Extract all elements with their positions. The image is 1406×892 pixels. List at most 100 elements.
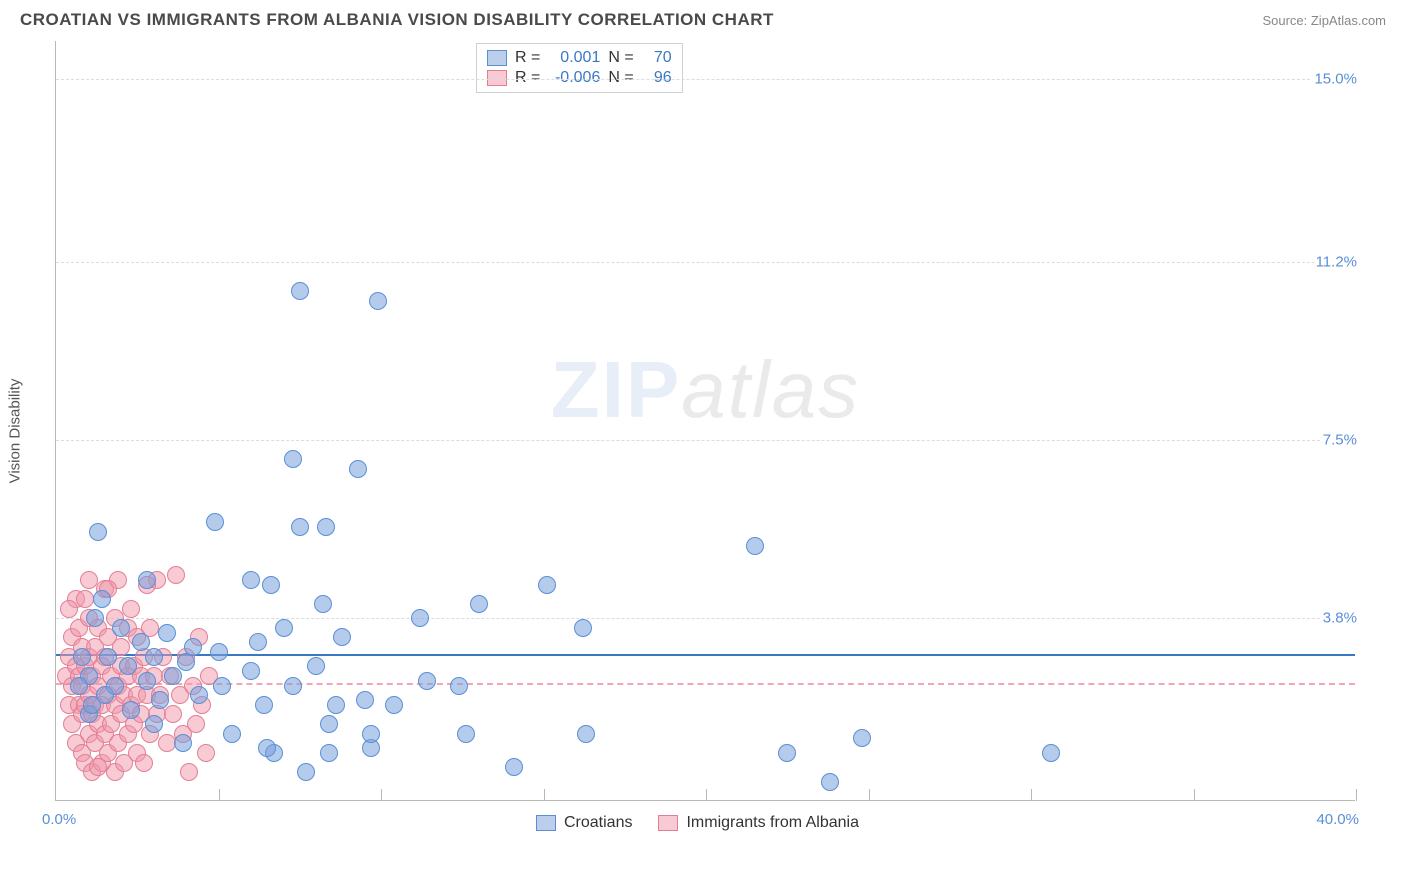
- legend-swatch: [487, 50, 507, 66]
- data-point: [577, 725, 595, 743]
- legend-n-value: 96: [642, 69, 672, 87]
- data-point: [385, 696, 403, 714]
- data-point: [457, 725, 475, 743]
- plot-region: ZIPatlas R =0.001N =70R =-0.006N =96 Cro…: [55, 41, 1355, 801]
- data-point: [320, 715, 338, 733]
- data-point: [145, 648, 163, 666]
- data-point: [184, 638, 202, 656]
- data-point: [746, 537, 764, 555]
- data-point: [213, 677, 231, 695]
- data-point: [349, 460, 367, 478]
- data-point: [258, 739, 276, 757]
- data-point: [86, 609, 104, 627]
- legend-item: Immigrants from Albania: [658, 814, 859, 832]
- data-point: [223, 725, 241, 743]
- legend-series-label: Croatians: [564, 814, 632, 831]
- y-axis-title: Vision Disability: [7, 379, 24, 484]
- legend-r-value: -0.006: [548, 69, 600, 87]
- trend-line: [56, 654, 1355, 656]
- series-legend: Croatians Immigrants from Albania: [536, 814, 859, 832]
- legend-n-label: N =: [608, 49, 633, 67]
- legend-r-label: R =: [515, 69, 540, 87]
- data-point: [242, 571, 260, 589]
- legend-series-label: Immigrants from Albania: [686, 814, 859, 831]
- data-point: [99, 648, 117, 666]
- data-point: [307, 657, 325, 675]
- data-point: [197, 744, 215, 762]
- data-point: [255, 696, 273, 714]
- data-point: [369, 292, 387, 310]
- data-point: [317, 518, 335, 536]
- data-point: [70, 677, 88, 695]
- data-point: [853, 729, 871, 747]
- data-point: [89, 758, 107, 776]
- data-point: [1042, 744, 1060, 762]
- data-point: [83, 696, 101, 714]
- data-point: [89, 523, 107, 541]
- data-point: [411, 609, 429, 627]
- data-point: [164, 705, 182, 723]
- gridline: [56, 79, 1355, 80]
- x-axis-tick: [381, 789, 382, 801]
- legend-row: R =-0.006N =96: [487, 68, 672, 88]
- data-point: [450, 677, 468, 695]
- y-axis-tick-label: 15.0%: [1312, 71, 1359, 88]
- x-axis-tick: [869, 789, 870, 801]
- data-point: [158, 624, 176, 642]
- data-point: [821, 773, 839, 791]
- data-point: [145, 715, 163, 733]
- data-point: [106, 677, 124, 695]
- legend-r-label: R =: [515, 49, 540, 67]
- data-point: [284, 450, 302, 468]
- data-point: [314, 595, 332, 613]
- data-point: [190, 686, 208, 704]
- x-axis-min-label: 0.0%: [42, 811, 76, 828]
- legend-swatch: [487, 70, 507, 86]
- correlation-legend: R =0.001N =70R =-0.006N =96: [476, 43, 683, 93]
- data-point: [174, 734, 192, 752]
- data-point: [505, 758, 523, 776]
- data-point: [138, 571, 156, 589]
- data-point: [327, 696, 345, 714]
- data-point: [574, 619, 592, 637]
- data-point: [164, 667, 182, 685]
- x-axis-max-label: 40.0%: [1316, 811, 1359, 828]
- data-point: [418, 672, 436, 690]
- x-axis-tick: [1194, 789, 1195, 801]
- data-point: [93, 590, 111, 608]
- data-point: [362, 725, 380, 743]
- watermark: ZIPatlas: [551, 344, 860, 436]
- data-point: [206, 513, 224, 531]
- gridline: [56, 262, 1355, 263]
- data-point: [138, 672, 156, 690]
- data-point: [187, 715, 205, 733]
- legend-swatch: [536, 815, 556, 831]
- data-point: [538, 576, 556, 594]
- data-point: [122, 701, 140, 719]
- data-point: [167, 566, 185, 584]
- y-axis-tick-label: 7.5%: [1321, 432, 1359, 449]
- data-point: [356, 691, 374, 709]
- legend-swatch: [658, 815, 678, 831]
- legend-item: Croatians: [536, 814, 632, 832]
- data-point: [242, 662, 260, 680]
- x-axis-tick: [1356, 789, 1357, 801]
- data-point: [60, 600, 78, 618]
- data-point: [262, 576, 280, 594]
- legend-r-value: 0.001: [548, 49, 600, 67]
- chart-title: CROATIAN VS IMMIGRANTS FROM ALBANIA VISI…: [20, 10, 774, 30]
- x-axis-tick: [544, 789, 545, 801]
- x-axis-tick: [1031, 789, 1032, 801]
- legend-row: R =0.001N =70: [487, 48, 672, 68]
- data-point: [333, 628, 351, 646]
- data-point: [297, 763, 315, 781]
- data-point: [180, 763, 198, 781]
- data-point: [210, 643, 228, 661]
- x-axis-tick: [706, 789, 707, 801]
- source-label: Source: ZipAtlas.com: [1262, 13, 1386, 28]
- data-point: [284, 677, 302, 695]
- data-point: [470, 595, 488, 613]
- data-point: [320, 744, 338, 762]
- data-point: [73, 648, 91, 666]
- data-point: [132, 633, 150, 651]
